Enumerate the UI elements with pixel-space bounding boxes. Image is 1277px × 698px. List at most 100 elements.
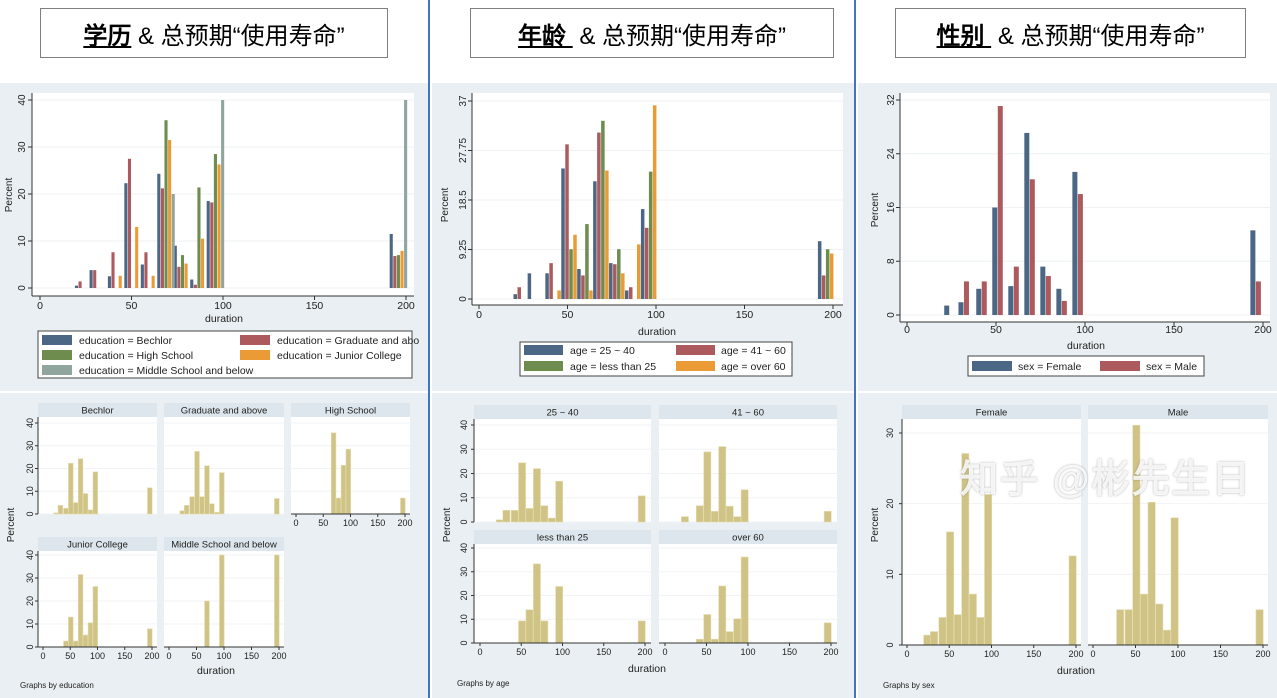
- bar: [157, 173, 161, 288]
- bar: [1061, 300, 1067, 315]
- legend: [967, 355, 1205, 377]
- histogram-bar: [555, 480, 564, 523]
- histogram-bar: [547, 517, 556, 523]
- section-title-keyword: 性别: [936, 22, 992, 50]
- section-title-keyword: 年龄: [518, 22, 573, 50]
- histogram-bar: [189, 496, 195, 515]
- bar: [981, 281, 987, 315]
- bar: [389, 233, 393, 288]
- histogram-bar: [147, 628, 153, 648]
- x-tick-label: 50: [126, 300, 138, 312]
- y-tick-label: 0: [459, 640, 469, 645]
- x-axis-title: duration: [205, 313, 243, 325]
- bar: [593, 181, 597, 299]
- bar: [396, 255, 400, 288]
- histogram-bar: [82, 634, 89, 648]
- x-axis-title: duration: [1067, 340, 1105, 352]
- bar: [164, 120, 168, 289]
- bar: [644, 227, 649, 299]
- legend-label: education = High School: [79, 350, 193, 362]
- bar: [944, 305, 950, 315]
- legend-swatch: [972, 361, 1012, 371]
- legend-swatch: [676, 345, 715, 355]
- x-tick-label: 150: [306, 300, 324, 312]
- legend: [37, 330, 413, 379]
- x-tick-label: 100: [984, 649, 999, 659]
- bar: [135, 226, 139, 288]
- x-tick-label: 100: [740, 647, 755, 657]
- histogram-bar: [92, 586, 98, 648]
- legend-swatch: [1100, 361, 1140, 371]
- y-tick-label: 27.75: [458, 138, 469, 163]
- histogram-bar: [1068, 555, 1077, 646]
- bar: [1072, 171, 1078, 315]
- histogram-bar: [740, 556, 749, 644]
- x-tick-label: 50: [562, 309, 574, 321]
- y-axis-title: Percent: [870, 193, 881, 228]
- x-tick-label: 50: [191, 651, 201, 661]
- x-tick-label: 50: [990, 324, 1002, 336]
- section-title-education: 学历 & 总预期“使用寿命”: [40, 8, 388, 58]
- legend-label: sex = Male: [1146, 361, 1197, 373]
- bar: [636, 244, 641, 299]
- x-tick-label: 100: [647, 309, 665, 321]
- y-tick-label: 40: [25, 550, 35, 560]
- x-tick-label: 50: [516, 647, 526, 657]
- histogram-bar: [823, 511, 832, 523]
- histogram-bar: [725, 505, 734, 523]
- histogram-bar: [179, 510, 185, 515]
- histogram-bar: [510, 510, 519, 523]
- bar: [213, 154, 217, 288]
- legend-label: education = Graduate and abo: [277, 335, 419, 347]
- bar: [597, 132, 601, 299]
- x-tick-label: 150: [1026, 649, 1041, 659]
- histogram-bar: [703, 614, 712, 644]
- x-tick-label: 0: [904, 324, 910, 336]
- bar: [171, 194, 175, 288]
- facet-title: less than 25: [537, 533, 588, 544]
- bar: [221, 100, 225, 288]
- x-tick-label: 150: [370, 518, 385, 528]
- bar: [549, 263, 553, 299]
- histogram-bar: [733, 516, 742, 523]
- bar: [605, 170, 609, 299]
- legend-label: education = Middle School and below: [79, 365, 254, 377]
- histogram-bar: [725, 631, 734, 644]
- x-axis-title: duration: [197, 665, 235, 677]
- histogram-bar: [718, 585, 727, 644]
- legend-label: age = 25 ~ 40: [570, 345, 635, 357]
- facet-title: 41 ~ 60: [732, 408, 764, 419]
- histogram-bar: [968, 593, 977, 646]
- bar: [601, 120, 605, 299]
- facet-header: [474, 405, 651, 419]
- x-tick-label: 100: [90, 651, 105, 661]
- histogram-bar: [92, 471, 98, 515]
- y-tick-label: 0: [25, 644, 35, 649]
- graph-note: Graphs by sex: [883, 681, 935, 690]
- x-tick-label: 0: [662, 647, 667, 657]
- graph-note: Graphs by age: [457, 679, 510, 688]
- histogram-bar: [495, 519, 504, 523]
- bar: [78, 281, 82, 288]
- histogram-bar: [984, 494, 993, 646]
- x-tick-label: 200: [271, 651, 286, 661]
- facet-header: [164, 403, 284, 417]
- x-tick-label: 100: [343, 518, 358, 528]
- y-axis-title: Percent: [440, 188, 451, 223]
- histogram-bar: [525, 508, 534, 523]
- x-tick-label: 100: [555, 647, 570, 657]
- bar: [976, 288, 982, 315]
- bar: [577, 269, 581, 299]
- bar: [581, 275, 585, 299]
- histogram-bar: [695, 638, 704, 644]
- facet-header: [164, 537, 284, 551]
- histogram-bar: [710, 638, 719, 644]
- legend-swatch: [240, 335, 270, 345]
- histogram-bar: [345, 448, 351, 515]
- facet-title: Middle School and below: [171, 540, 277, 551]
- x-tick-label: 50: [65, 651, 75, 661]
- x-tick-label: 200: [397, 518, 412, 528]
- facet-title: Graduate and above: [181, 406, 268, 417]
- histogram-bar: [1147, 501, 1156, 646]
- histogram-bar: [540, 620, 549, 644]
